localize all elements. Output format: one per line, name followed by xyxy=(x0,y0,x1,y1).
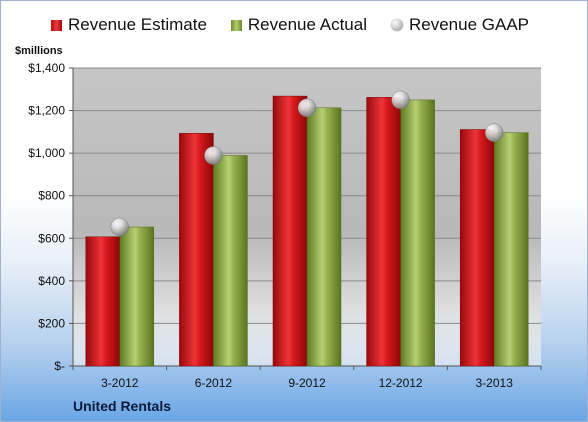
legend-item-gaap: Revenue GAAP xyxy=(391,15,529,35)
x-tick-label: 6-2012 xyxy=(195,376,233,390)
y-tick-label: $- xyxy=(54,359,65,373)
marker-gaap-3-2013 xyxy=(484,123,504,142)
bar-actual-6-2012 xyxy=(213,155,248,367)
y-tick-label: $1,200 xyxy=(28,104,65,118)
marker-gaap-12-2012 xyxy=(391,90,410,110)
y-tick-label: $200 xyxy=(38,316,65,330)
legend-swatch-actual xyxy=(230,19,242,31)
x-tick-label: 3-2013 xyxy=(476,376,514,390)
bar-actual-9-2012 xyxy=(306,107,342,367)
gaap-markers xyxy=(110,90,504,237)
company-name: United Rentals xyxy=(73,398,172,414)
marker-gaap-6-2012 xyxy=(204,146,223,165)
marker-gaap-3-2012 xyxy=(110,217,130,237)
legend: Revenue Estimate Revenue Actual Revenue … xyxy=(51,15,567,35)
legend-item-actual: Revenue Actual xyxy=(230,15,367,35)
y-tick-label: $400 xyxy=(38,274,65,288)
bar-estimate-9-2012 xyxy=(272,95,308,367)
bar-estimate-12-2012 xyxy=(366,97,401,367)
y-tick-label: $600 xyxy=(38,231,65,245)
bar-actual-3-2012 xyxy=(119,226,155,367)
legend-label-actual: Revenue Actual xyxy=(247,15,367,34)
bar-estimate-3-2013 xyxy=(459,129,495,367)
x-tick-label: 3-2012 xyxy=(101,376,139,390)
bar-actual-3-2013 xyxy=(493,132,529,367)
bar-estimate-3-2012 xyxy=(85,236,121,367)
legend-label-estimate: Revenue Estimate xyxy=(68,15,207,34)
y-tick-label: $1,400 xyxy=(28,61,65,75)
bar-estimate-6-2012 xyxy=(179,133,214,367)
y-axis-unit-label: $millions xyxy=(15,45,63,57)
y-tick-label: $800 xyxy=(38,189,65,203)
marker-gaap-9-2012 xyxy=(297,98,317,118)
x-tick-label: 9-2012 xyxy=(288,376,326,390)
legend-swatch-gaap xyxy=(391,19,403,31)
x-tick-label: 12-2012 xyxy=(379,376,423,390)
legend-item-estimate: Revenue Estimate xyxy=(51,15,207,35)
tick-labels: $- $200 $400 $600 $800 $1,000 $1,200 $1,400 3-20… xyxy=(28,61,513,390)
y-tick-label: $1,000 xyxy=(28,146,65,160)
bars xyxy=(85,95,529,367)
bar-actual-12-2012 xyxy=(400,99,435,367)
legend-swatch-estimate xyxy=(51,19,62,31)
legend-label-gaap: Revenue GAAP xyxy=(409,15,530,34)
